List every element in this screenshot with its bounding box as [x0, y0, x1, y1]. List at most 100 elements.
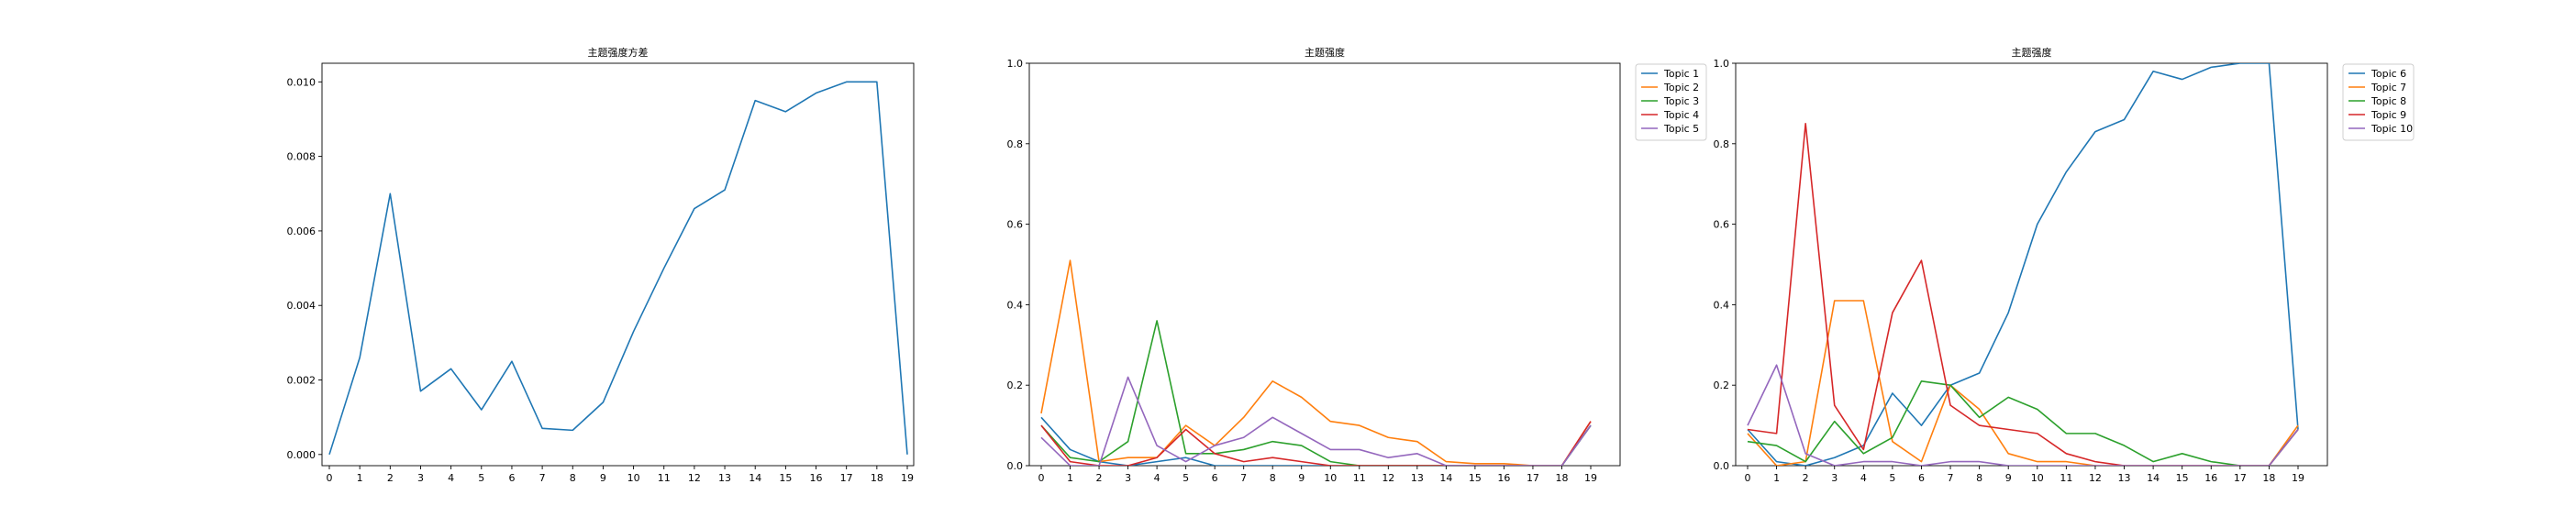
x-tick-label: 14	[749, 472, 761, 484]
y-tick-label: 0.010	[287, 76, 316, 88]
series-line-topic-6	[1747, 63, 2299, 466]
series-line-topic-9	[1747, 123, 2299, 466]
x-tick-label: 14	[2147, 472, 2160, 484]
y-tick-label: 0.0	[1714, 460, 1730, 472]
y-tick-label: 0.4	[1714, 299, 1730, 311]
x-tick-label: 16	[1497, 472, 1510, 484]
x-tick-label: 12	[2089, 472, 2102, 484]
x-tick-label: 6	[1918, 472, 1925, 484]
x-tick-label: 17	[2234, 472, 2247, 484]
legend-label: Topic 5	[1663, 123, 1699, 135]
y-tick-label: 0.2	[1007, 380, 1024, 391]
legend-label: Topic 9	[2371, 109, 2406, 121]
x-tick-label: 11	[2060, 472, 2072, 484]
x-tick-label: 4	[448, 472, 454, 484]
legend-label: Topic 8	[2371, 95, 2406, 107]
x-tick-label: 15	[779, 472, 792, 484]
y-tick-label: 0.002	[287, 375, 316, 387]
x-tick-label: 0	[1038, 472, 1045, 484]
x-tick-label: 0	[327, 472, 333, 484]
x-tick-label: 18	[2262, 472, 2275, 484]
y-tick-label: 1.0	[1714, 58, 1730, 70]
x-tick-label: 1	[1067, 472, 1073, 484]
y-tick-label: 0.004	[287, 300, 316, 312]
x-tick-label: 8	[1976, 472, 1982, 484]
x-tick-label: 10	[627, 472, 640, 484]
x-tick-label: 19	[1584, 472, 1597, 484]
x-tick-label: 11	[658, 472, 671, 484]
x-tick-label: 13	[1411, 472, 1424, 484]
x-tick-label: 4	[1154, 472, 1160, 484]
y-tick-label: 0.008	[287, 151, 316, 163]
y-tick-label: 0.000	[287, 449, 316, 461]
legend-label: Topic 4	[1663, 109, 1699, 121]
legend-label: Topic 3	[1663, 95, 1699, 107]
y-tick-label: 0.0	[1007, 460, 1024, 472]
x-tick-label: 19	[901, 472, 914, 484]
x-tick-label: 2	[1096, 472, 1103, 484]
x-tick-label: 7	[539, 472, 546, 484]
legend-label: Topic 10	[2371, 123, 2413, 135]
x-tick-label: 17	[840, 472, 853, 484]
y-tick-label: 0.2	[1714, 380, 1730, 391]
x-tick-label: 5	[1889, 472, 1895, 484]
x-tick-label: 2	[387, 472, 394, 484]
y-tick-label: 0.6	[1714, 219, 1730, 231]
series-line-topic-5	[1040, 376, 1592, 466]
x-tick-label: 3	[417, 472, 424, 484]
x-tick-label: 3	[1831, 472, 1838, 484]
x-tick-label: 15	[1469, 472, 1482, 484]
series-line-topic-7	[1747, 300, 2299, 466]
series-line-topic-10	[1747, 364, 2299, 466]
x-tick-label: 5	[1183, 472, 1189, 484]
legend-box	[1635, 63, 1707, 141]
x-tick-label: 14	[1439, 472, 1452, 484]
plot-frame	[1735, 62, 2328, 467]
y-tick-label: 1.0	[1007, 58, 1024, 70]
chart-title: 主题强度	[1305, 46, 1345, 59]
y-tick-label: 0.8	[1714, 138, 1730, 150]
x-tick-label: 16	[2204, 472, 2217, 484]
legend-label: Topic 1	[1663, 68, 1699, 80]
x-tick-label: 2	[1803, 472, 1809, 484]
x-tick-label: 9	[600, 472, 606, 484]
x-tick-label: 19	[2292, 472, 2304, 484]
x-tick-label: 13	[718, 472, 731, 484]
x-tick-label: 15	[2176, 472, 2189, 484]
plot-frame	[1028, 62, 1621, 467]
plot-frame	[321, 62, 915, 467]
series-line-1	[328, 81, 908, 456]
y-tick-label: 0.8	[1007, 138, 1024, 150]
x-tick-label: 8	[570, 472, 576, 484]
x-tick-label: 12	[688, 472, 701, 484]
legend-label: Topic 6	[2371, 68, 2406, 80]
y-tick-label: 0.006	[287, 226, 316, 237]
legend-label: Topic 2	[1663, 82, 1699, 94]
x-tick-label: 12	[1382, 472, 1394, 484]
chart-title: 主题强度方差	[588, 46, 649, 59]
x-tick-label: 7	[1948, 472, 1954, 484]
x-tick-label: 7	[1240, 472, 1247, 484]
y-tick-label: 0.6	[1007, 219, 1024, 231]
chart-title: 主题强度	[2012, 46, 2052, 59]
x-tick-label: 1	[357, 472, 363, 484]
x-tick-label: 8	[1270, 472, 1276, 484]
x-tick-label: 17	[1527, 472, 1539, 484]
x-tick-label: 11	[1353, 472, 1366, 484]
x-tick-label: 13	[2118, 472, 2131, 484]
x-tick-label: 0	[1745, 472, 1751, 484]
x-tick-label: 18	[871, 472, 883, 484]
legend-label: Topic 7	[2371, 82, 2406, 94]
y-tick-label: 0.4	[1007, 299, 1024, 311]
series-line-topic-3	[1040, 320, 1592, 466]
series-line-topic-2	[1040, 259, 1592, 466]
x-tick-label: 10	[1324, 472, 1337, 484]
legend-box	[2342, 63, 2415, 141]
x-tick-label: 9	[2005, 472, 2012, 484]
x-tick-label: 5	[478, 472, 484, 484]
